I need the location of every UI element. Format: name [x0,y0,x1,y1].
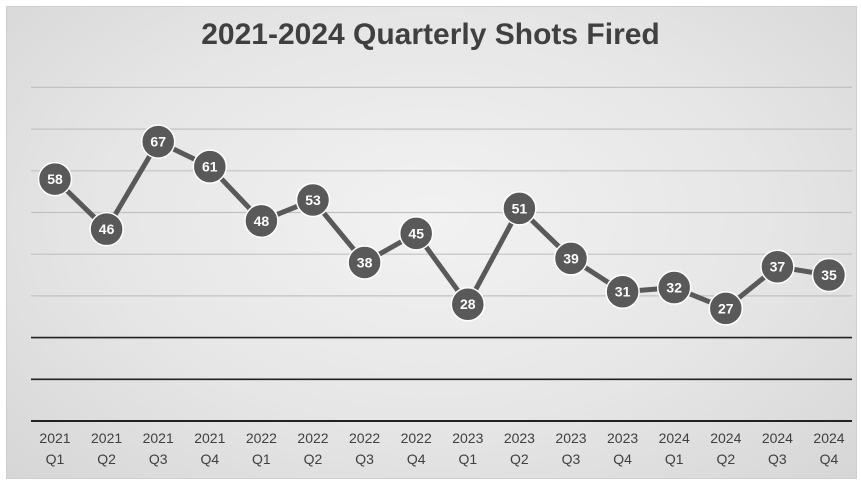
chart-title: 2021-2024 Quarterly Shots Fired [201,18,660,51]
x-tick-label: 2024 Q1 [659,430,690,467]
data-label: 48 [254,213,270,229]
data-label: 61 [202,159,218,175]
series-line [52,139,832,311]
data-point [192,149,228,184]
data-point [708,291,744,326]
data-label: 32 [666,280,682,296]
x-tick-label: 2022 Q2 [297,430,328,467]
x-tick-label: 2023 Q1 [452,430,483,467]
x-tick-label: 2023 Q4 [607,430,638,467]
data-label: 53 [305,192,321,208]
x-tick-label: 2022 Q4 [401,430,432,467]
data-label: 51 [512,200,528,216]
data-label: 27 [718,300,734,316]
x-tick-label: 2022 Q3 [349,430,380,467]
data-point [502,191,537,226]
data-point [605,274,640,309]
data-label: 58 [47,171,63,187]
data-point [656,270,692,305]
data-point [398,216,434,251]
x-tick-label: 2024 Q2 [710,430,741,467]
x-tick-label: 2021 Q2 [91,430,122,467]
chart-frame [6,6,857,479]
x-tick-label: 2021 Q4 [194,430,225,467]
x-tick-label: 2024 Q3 [762,430,793,467]
data-label: 31 [615,284,631,300]
x-tick-label: 2023 Q2 [504,430,535,467]
data-label: 45 [408,225,424,241]
data-point [37,161,73,197]
data-label: 39 [563,250,579,266]
data-label: 38 [357,255,373,271]
x-tick-label: 2021 Q3 [143,430,174,467]
data-point [347,245,382,280]
data-label: 35 [821,267,837,283]
x-tick-label: 2022 Q1 [246,430,277,467]
data-point [450,286,486,322]
data-label: 46 [99,221,115,237]
x-tick-label: 2024 Q4 [813,430,844,467]
data-point [553,241,589,276]
data-point [760,249,795,284]
data-label: 28 [460,296,476,312]
x-tick-label: 2021 Q1 [39,430,70,467]
data-point [140,124,176,159]
data-label: 37 [770,259,786,275]
data-point [89,211,124,247]
data-point [244,203,279,239]
data-label: 67 [150,134,166,150]
data-point [811,257,847,293]
x-tick-label: 2023 Q3 [555,430,586,467]
data-point [295,182,331,218]
